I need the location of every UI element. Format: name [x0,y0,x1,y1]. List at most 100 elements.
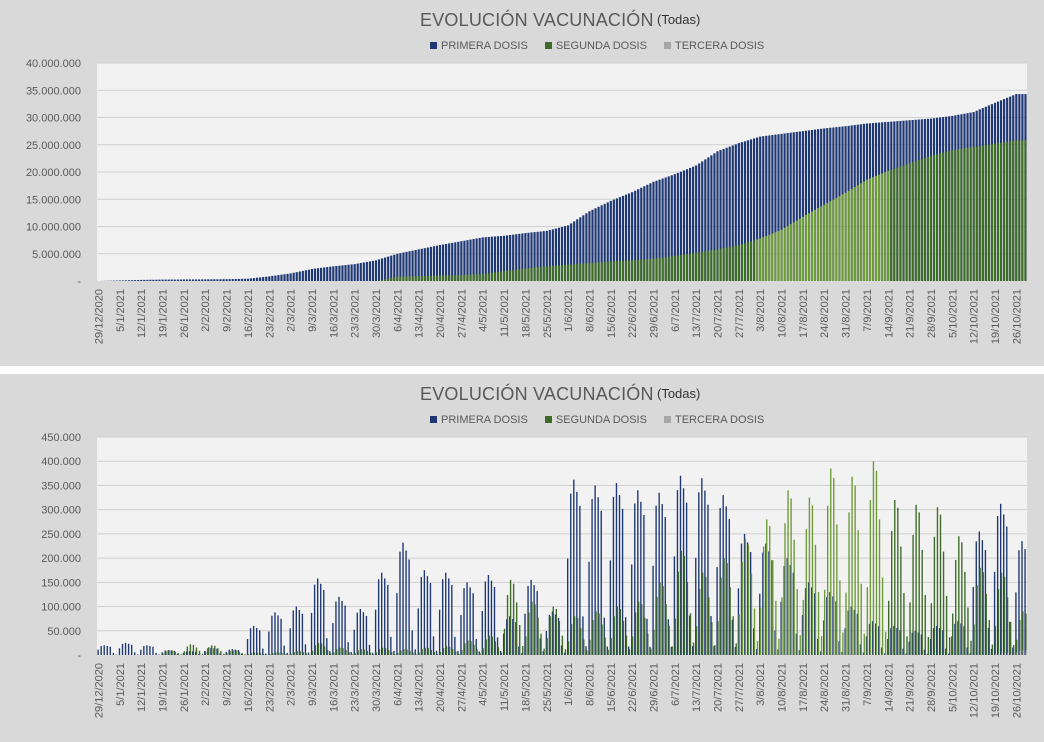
bar-primera-dosis [313,584,316,655]
y-tick-label: 350.000 [41,480,81,492]
bar-tercera-dosis [998,652,1000,655]
bar-primera-dosis [176,279,179,281]
bar-primera-dosis [518,646,520,655]
bar-segunda-dosis [808,497,811,655]
bar-segunda-dosis [1000,572,1003,655]
bar-primera-dosis [820,651,822,655]
bar-segunda-dosis [1013,645,1015,655]
bar-segunda-dosis [195,647,198,655]
bar-segunda-dosis [528,612,530,655]
bar-primera-dosis [923,649,926,655]
bar-primera-dosis [124,280,128,281]
bar-segunda-dosis [750,573,753,655]
bar-primera-dosis [594,208,597,281]
bar-primera-dosis [481,611,483,655]
bar-primera-dosis [185,279,189,281]
bar-primera-dosis [545,230,548,281]
bar-primera-dosis [243,278,246,281]
x-tick-label: 13/7/2021 [691,663,703,712]
bar-segunda-dosis [269,654,271,655]
bar-primera-dosis [661,178,664,281]
bar-primera-dosis [905,653,907,655]
bar-segunda-dosis [881,173,884,281]
bar-segunda-dosis [975,146,978,281]
x-tick-label: 16/3/2021 [328,663,340,712]
bar-primera-dosis [676,172,679,281]
bar-primera-dosis [618,495,621,655]
bar-primera-dosis [591,499,593,655]
legend-swatch [430,42,437,49]
bar-segunda-dosis [649,258,652,281]
x-tick-label: 15/6/2021 [606,663,618,712]
legend-label: SEGUNDA DOSIS [555,414,647,426]
bar-segunda-dosis [381,279,384,281]
bar-primera-dosis [649,183,652,281]
bar-segunda-dosis [530,267,533,281]
bar-segunda-dosis [396,276,399,281]
legend-item-primera: PRIMERA DOSIS [430,414,528,426]
bar-primera-dosis [893,625,895,655]
bar-primera-dosis [149,645,151,655]
bar-primera-dosis [951,636,953,655]
bar-segunda-dosis [326,650,329,655]
bar-segunda-dosis [1019,620,1021,655]
bar-primera-dosis [234,649,237,655]
bar-segunda-dosis [223,653,225,655]
bar-segunda-dosis [427,648,429,655]
bar-primera-dosis [573,221,576,281]
bar-primera-dosis [871,621,874,655]
bar-segunda-dosis [707,250,710,281]
bar-segunda-dosis [601,624,603,655]
bar-segunda-dosis [342,648,344,655]
bar-primera-dosis [780,133,783,281]
bar-segunda-dosis [208,647,210,655]
bar-primera-dosis [246,639,249,655]
bar-primera-dosis [701,161,704,281]
bar-primera-dosis [207,279,210,281]
bar-primera-dosis [996,515,999,655]
bar-primera-dosis [374,260,378,281]
x-tick-label: 6/7/2021 [670,663,682,706]
bar-segunda-dosis [793,539,795,655]
bar-primera-dosis [530,232,533,281]
bar-segunda-dosis [945,595,948,655]
x-tick-label: 7/9/2021 [862,663,874,706]
bar-primera-dosis [198,279,201,281]
bar-primera-dosis [374,609,377,655]
bar-segunda-dosis [406,649,408,655]
y-tick-label: 50.000 [47,626,81,638]
bar-primera-dosis [304,644,307,655]
bar-segunda-dosis [476,649,478,655]
bar-primera-dosis [975,541,977,655]
bar-primera-dosis [512,618,514,655]
bar-primera-dosis [731,619,734,655]
bar-primera-dosis [759,136,762,281]
bar-primera-dosis [268,276,271,281]
bar-segunda-dosis [912,534,914,655]
bar-primera-dosis [737,588,740,655]
bar-primera-dosis [801,615,804,655]
bar-segunda-dosis [854,485,856,655]
bar-segunda-dosis [594,262,597,281]
bar-primera-dosis [960,623,962,655]
bar-segunda-dosis [595,611,597,655]
legend-label: TERCERA DOSIS [675,40,765,52]
bar-segunda-dosis [478,274,481,281]
bar-segunda-dosis [610,638,612,655]
bar-primera-dosis [740,142,743,281]
bar-primera-dosis [140,649,142,655]
bar-primera-dosis [484,581,487,655]
bar-segunda-dosis [741,561,743,655]
bar-primera-dosis [240,653,243,655]
bar-segunda-dosis [259,653,262,655]
bar-segunda-dosis [174,651,176,655]
bar-segunda-dosis [985,593,987,655]
bar-segunda-dosis [275,652,277,655]
bar-segunda-dosis [615,261,618,281]
bar-segunda-dosis [670,256,673,281]
bar-segunda-dosis [583,639,585,655]
bar-primera-dosis [502,633,505,655]
bar-primera-dosis [216,648,218,655]
bar-segunda-dosis [600,262,603,281]
bar-segunda-dosis [607,649,609,655]
